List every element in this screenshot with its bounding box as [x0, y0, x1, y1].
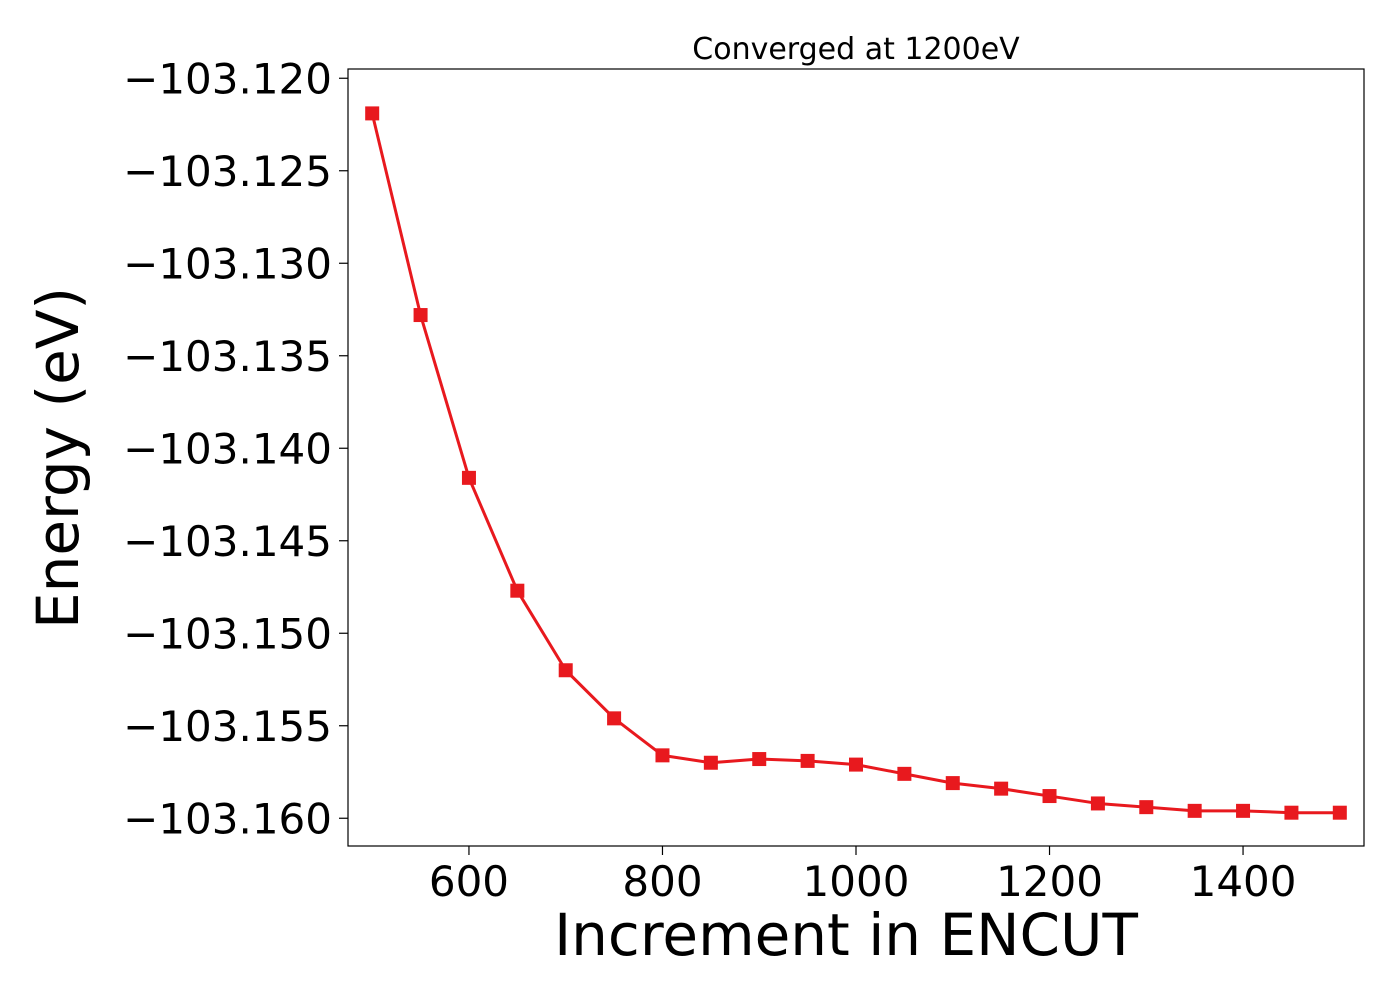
data-point-marker	[752, 752, 767, 767]
x-axis-label: Increment in ENCUT	[554, 901, 1138, 969]
chart-title: Converged at 1200eV	[692, 32, 1020, 67]
x-tick-label: 1200	[996, 857, 1103, 906]
plot-area	[365, 106, 1347, 820]
data-point-marker	[365, 106, 380, 121]
y-axis: −103.120 −103.125 −103.130 −103.135 −103.140…	[123, 54, 348, 843]
series-line	[370, 113, 1340, 815]
x-tick-label: 600	[429, 857, 509, 906]
data-point-marker	[558, 663, 573, 678]
data-point-marker	[1284, 805, 1299, 820]
y-tick-label: −103.150	[123, 609, 332, 658]
y-tick-label: −103.140	[123, 424, 332, 473]
y-axis-label: Energy (eV)	[24, 287, 92, 629]
data-point-marker	[1332, 805, 1347, 820]
data-point-marker	[607, 711, 622, 726]
data-point-marker	[510, 583, 525, 598]
y-tick-label: −103.160	[123, 794, 332, 843]
y-tick-label: −103.155	[123, 702, 332, 751]
x-tick-label: 800	[622, 857, 702, 906]
y-tick-label: −103.125	[123, 147, 332, 196]
data-point-marker	[1236, 803, 1251, 818]
data-point-marker	[994, 781, 1009, 796]
data-point-marker	[413, 308, 428, 323]
y-tick-label: −103.120	[123, 54, 332, 103]
axes-frame	[347, 68, 1365, 847]
data-point-marker	[1187, 803, 1202, 818]
data-point-marker	[849, 757, 863, 772]
data-point-marker	[945, 776, 960, 791]
x-tick-label: 1400	[1190, 857, 1297, 906]
y-tick-label: −103.135	[123, 332, 332, 381]
data-point-marker	[897, 766, 912, 781]
x-axis: 600 800 1000 1200 1400	[429, 846, 1297, 906]
data-point-marker	[1139, 800, 1154, 815]
data-point-marker	[800, 753, 815, 768]
data-point-marker	[655, 748, 670, 763]
y-tick-label: −103.130	[123, 239, 332, 288]
y-tick-label: −103.145	[123, 517, 332, 566]
data-point-marker	[1090, 796, 1105, 811]
data-point-marker	[703, 755, 718, 770]
data-point-marker	[461, 470, 476, 485]
x-tick-label: 1000	[803, 857, 910, 906]
data-point-marker	[1042, 789, 1057, 804]
